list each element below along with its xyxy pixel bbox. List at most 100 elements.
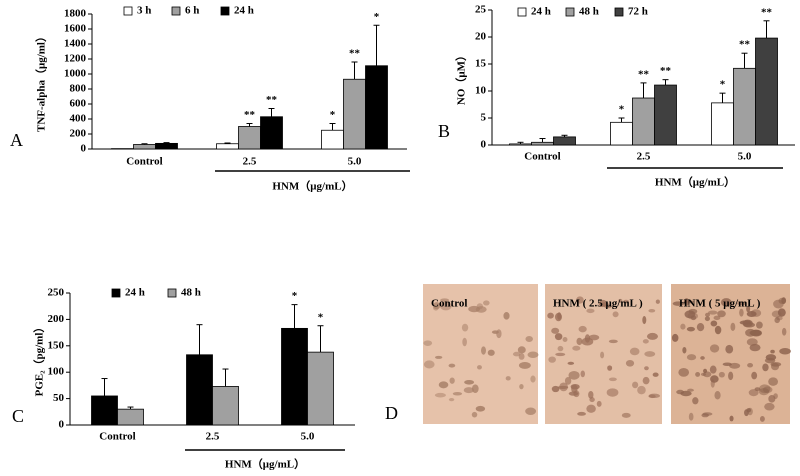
y-axis-label: NO（μM） [455,50,468,105]
significance-mark: * [619,104,625,116]
cell [777,308,786,317]
significance-mark: ** [660,65,672,77]
y-tick-label: 200 [70,128,87,140]
cell [527,351,539,359]
cell [530,375,536,383]
cell [612,311,619,318]
cell [483,300,490,306]
legend-swatch [111,288,121,298]
cell [438,381,449,389]
cell [686,326,695,332]
bar [610,121,633,146]
micrograph-caption: HNM ( 5 μg/mL ) [679,298,761,310]
cell [448,363,456,368]
cell [687,388,694,392]
cell [557,345,564,352]
cell [423,360,435,369]
y-tick-label: 50 [53,392,65,404]
legend-label: 48 h [181,287,201,299]
y-tick-label: 1800 [64,8,87,20]
cell [773,393,778,399]
bar [733,67,756,146]
cell [729,415,734,422]
cell [423,340,433,346]
cell [547,312,554,319]
cell [709,344,720,353]
cell [600,351,605,359]
cell [463,387,475,394]
cell [512,351,521,357]
bar [212,386,239,426]
bar [281,327,308,426]
legend-label: 72 h [628,6,648,18]
cell [701,413,709,418]
cell [707,310,718,315]
x-tick-label: Control [524,151,560,163]
cell [598,299,608,308]
significance-mark: * [318,311,324,323]
x-tick-label: 2.5 [637,151,651,163]
cell [686,354,697,361]
significance-mark: * [292,290,298,302]
cell [714,391,721,400]
cell [644,351,656,357]
cell [576,296,584,304]
cell [737,301,747,306]
x-tick-label: 5.0 [348,156,362,168]
bar [186,354,213,426]
legend-label: 24 h [125,287,145,299]
bar [307,351,334,426]
cell [551,327,560,334]
cell [518,362,531,369]
cell [648,308,656,313]
cell [607,365,613,371]
cell [709,365,717,374]
cell [700,372,707,376]
cell [718,371,725,378]
cell [525,407,537,415]
y-axis-label: PGE₂（pg/ml） [33,322,46,397]
cell [577,411,586,416]
legend-swatch [220,6,230,16]
cell [572,345,581,351]
cell [581,337,594,346]
cell [580,370,586,378]
x-axis-label: HNM（μg/mL） [655,176,735,189]
y-tick-label: 1200 [64,53,87,65]
cell [481,346,486,355]
cell [570,384,580,390]
cell [754,387,761,392]
legend-label: 48 h [579,6,599,18]
cell [695,371,701,377]
cell [596,400,602,407]
cell [779,348,791,355]
cell [519,384,524,390]
cell [618,298,623,303]
x-tick-label: Control [126,156,162,168]
cell [671,333,679,342]
cell [464,380,475,385]
cell [555,352,566,357]
legend-swatch [565,7,575,17]
cell [747,362,754,368]
bar [343,78,366,150]
y-tick-label: 800 [70,83,87,95]
cell [778,297,786,305]
legend-swatch [171,6,181,16]
cell [440,301,452,311]
cell [623,299,630,304]
cell [710,379,715,388]
cell [468,305,480,313]
y-tick-label: 1600 [64,23,87,35]
legend-label: 6 h [185,5,199,17]
x-tick-label: Control [99,431,135,443]
bar [553,136,576,146]
cell [642,316,647,325]
cell [461,323,469,332]
panel-letter: D [385,403,398,423]
bar [216,143,239,150]
cell [449,377,455,384]
cell [568,371,580,380]
cell [747,407,753,416]
y-tick-label: 100 [48,366,65,378]
